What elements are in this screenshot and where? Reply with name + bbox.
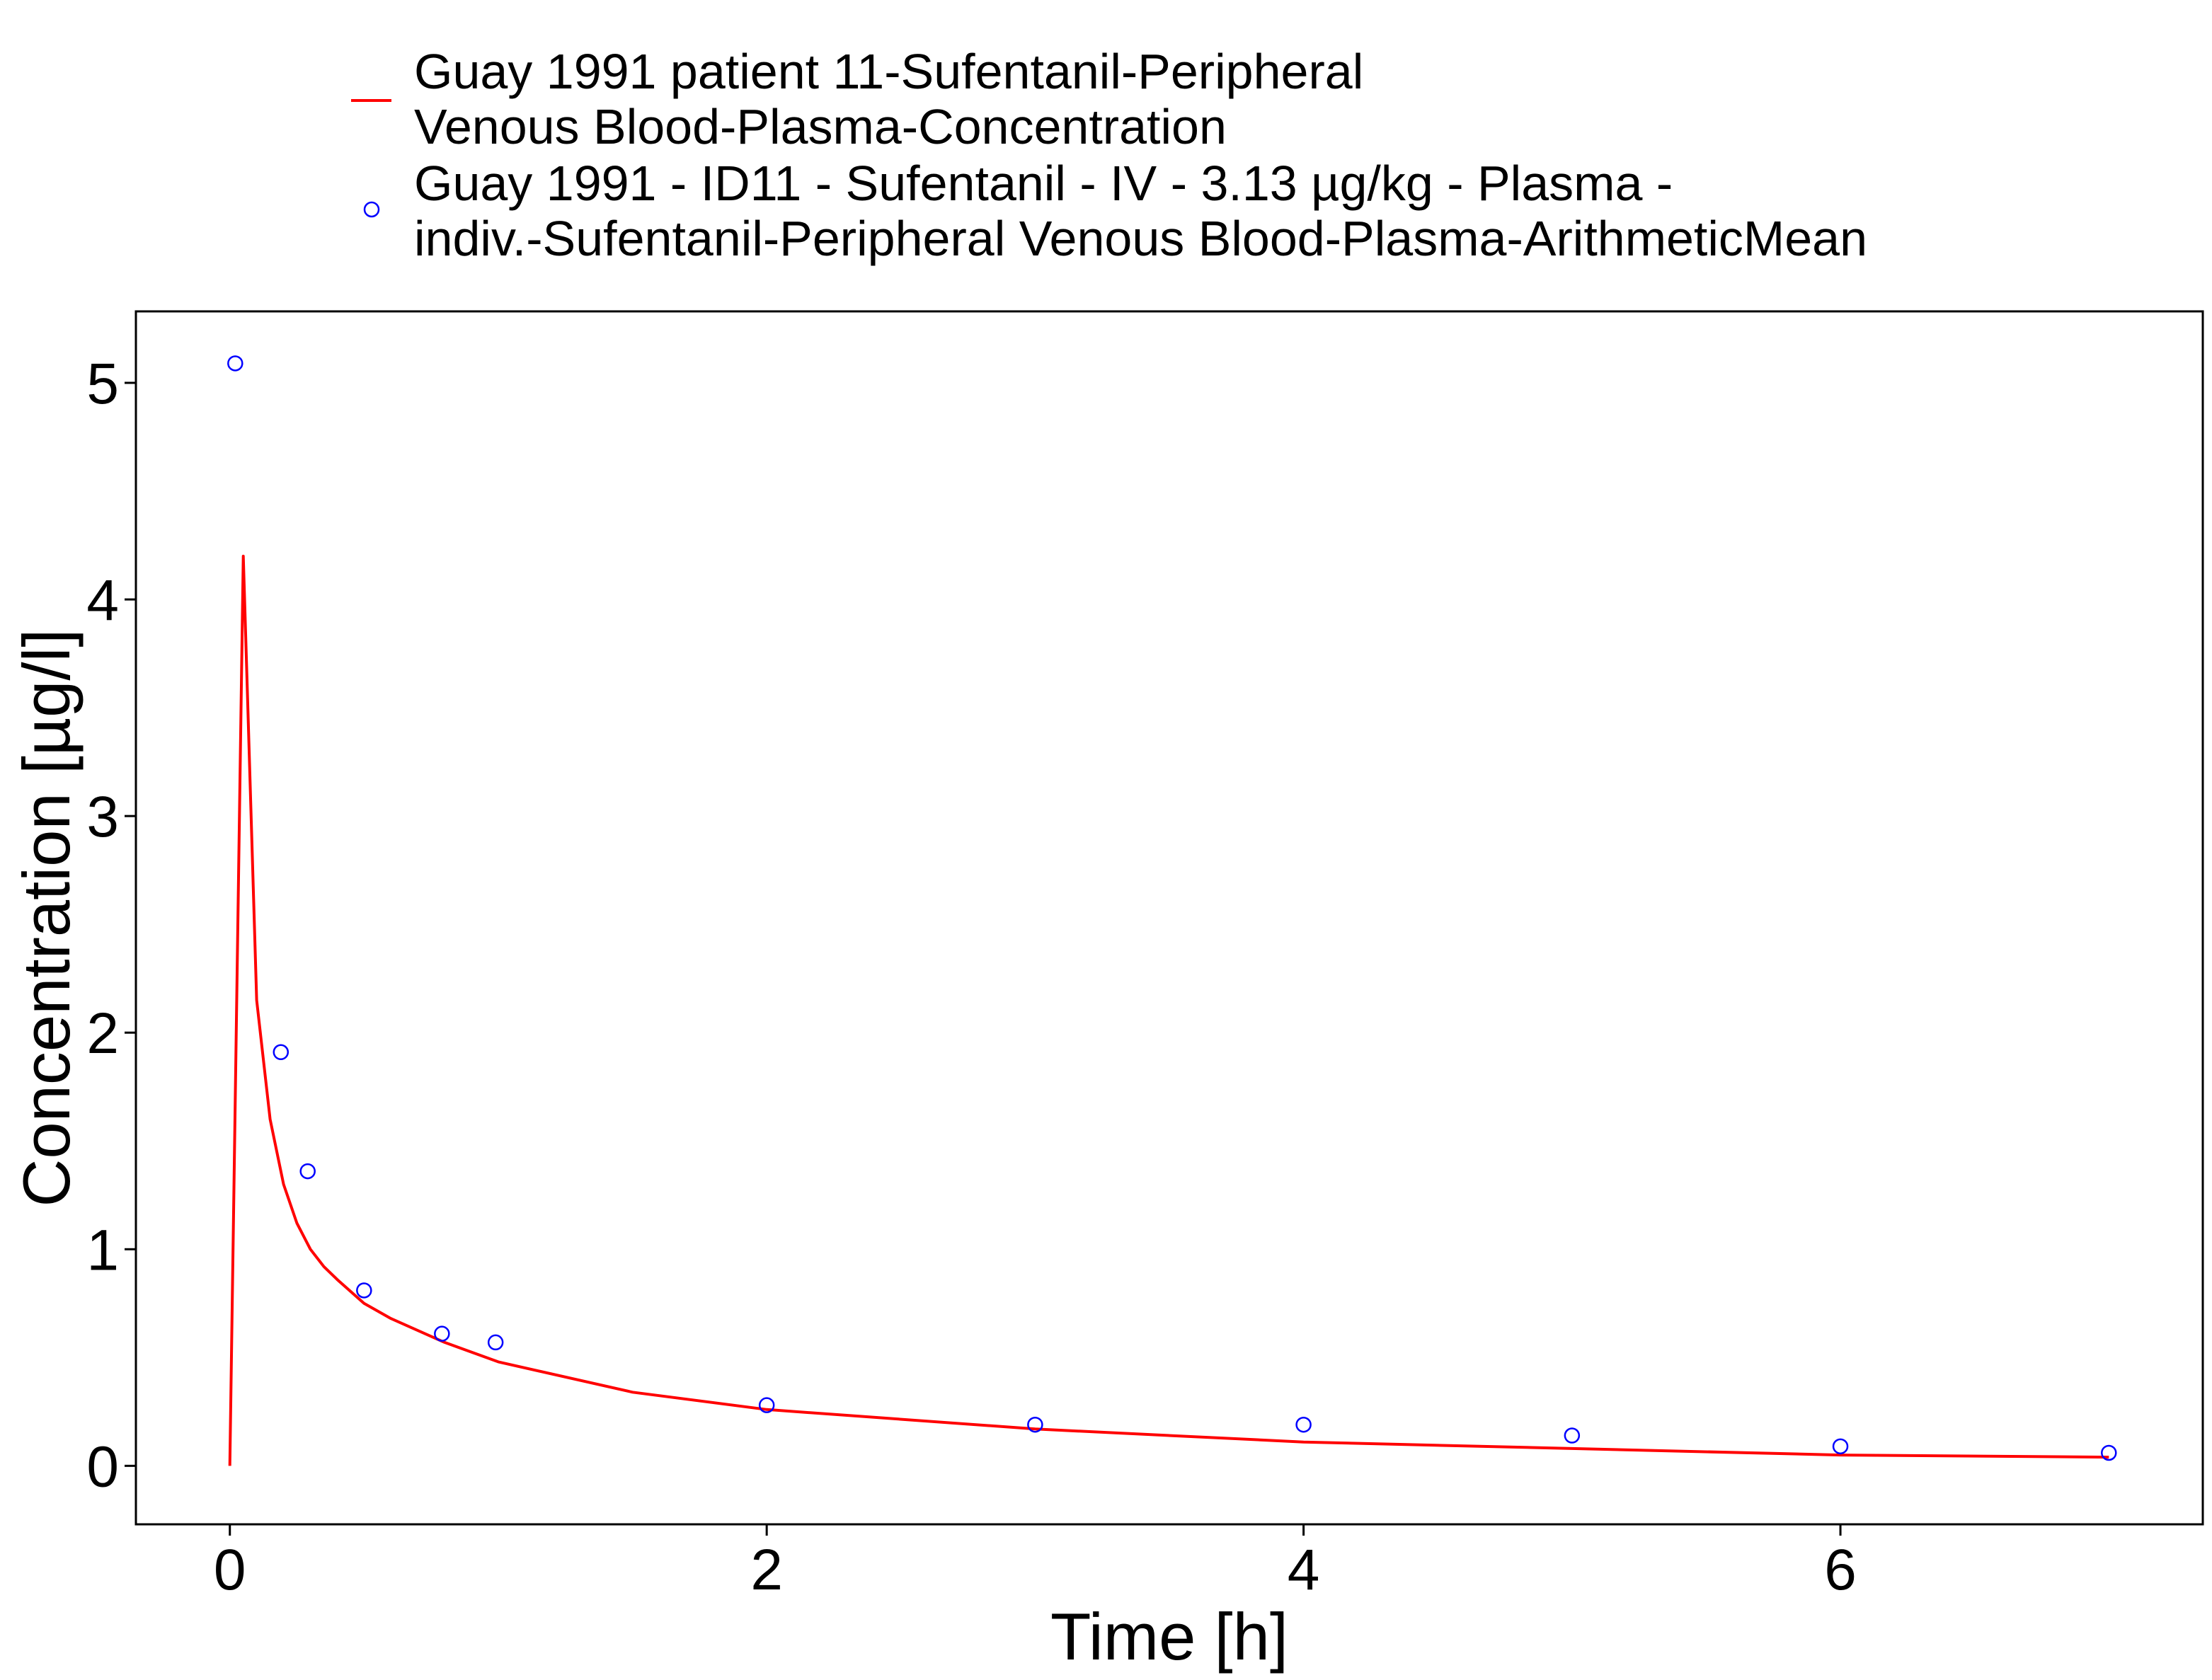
x-tick-label: 6: [1824, 1538, 1857, 1602]
data-point-observed: [356, 1282, 372, 1299]
legend-label: indiv.-Sufentanil-Peripheral Venous Bloo…: [414, 211, 1867, 266]
data-point-observed: [273, 1044, 290, 1061]
y-tick-label: 0: [86, 1434, 119, 1499]
data-point-observed: [227, 355, 243, 372]
legend-label: Venous Blood-Plasma-Concentration: [414, 99, 1227, 154]
legend-label: Guay 1991 patient 11-Sufentanil-Peripher…: [414, 44, 1363, 99]
data-point-observed: [758, 1397, 775, 1413]
data-point-observed: [2101, 1444, 2117, 1461]
data-point-observed: [299, 1163, 316, 1180]
x-axis-title: Time [h]: [1050, 1599, 1288, 1674]
data-point-observed: [487, 1334, 504, 1351]
data-point-observed: [1027, 1416, 1043, 1433]
data-point-observed: [1295, 1416, 1312, 1433]
y-tick-label: 3: [86, 785, 119, 849]
y-axis-title: Concentration [µg/l]: [9, 628, 84, 1207]
y-tick-label: 2: [86, 1001, 119, 1066]
y-tick-label: 4: [86, 568, 119, 633]
legend-label: Guay 1991 - ID11 - Sufentanil - IV - 3.1…: [414, 156, 1673, 211]
plot-border: [134, 310, 2204, 1526]
legend: Guay 1991 patient 11-Sufentanil-Peripher…: [351, 44, 1867, 266]
data-point-observed: [1832, 1438, 1849, 1455]
x-tick-label: 0: [214, 1538, 246, 1602]
y-tick-label: 5: [86, 352, 119, 416]
plot-area: [227, 355, 2117, 1466]
data-point-observed: [434, 1325, 450, 1342]
legend-key-point: [363, 201, 380, 218]
axes: 0 2 4 6 0 1 2 3 4 5: [86, 310, 2204, 1602]
x-tick-label: 2: [750, 1538, 783, 1602]
x-tick-label: 4: [1288, 1538, 1320, 1602]
y-tick-label: 1: [86, 1218, 119, 1282]
series-line-simulation: [228, 554, 2109, 1466]
data-point-observed: [1564, 1427, 1581, 1444]
